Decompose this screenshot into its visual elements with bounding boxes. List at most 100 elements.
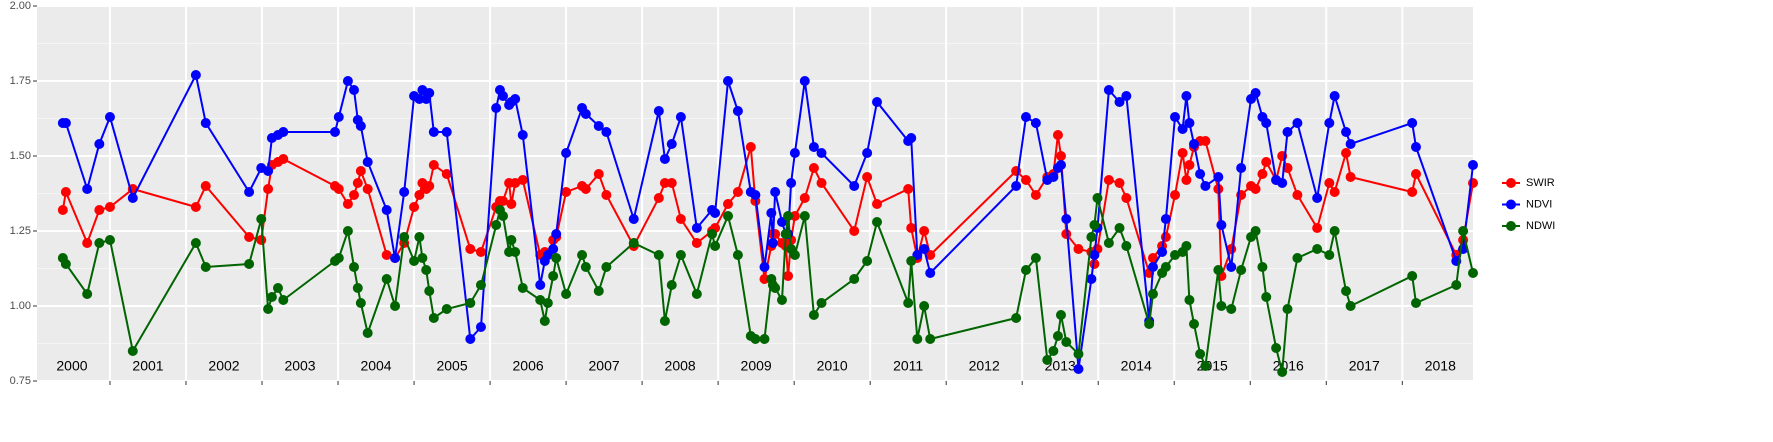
point — [1160, 262, 1171, 272]
point — [1052, 130, 1063, 140]
point — [1170, 190, 1181, 200]
point — [580, 184, 591, 194]
point — [475, 280, 486, 290]
point — [510, 94, 521, 104]
y-tick-label: 2.00 — [10, 0, 31, 12]
year-label: 2006 — [513, 358, 544, 374]
point — [577, 250, 588, 260]
point — [342, 199, 353, 209]
point — [535, 280, 546, 290]
point — [491, 220, 502, 230]
point — [906, 133, 917, 143]
point — [362, 184, 373, 194]
point — [57, 205, 68, 215]
point — [666, 139, 677, 149]
point — [659, 154, 670, 164]
point — [789, 148, 800, 158]
point — [1410, 169, 1421, 179]
point — [1216, 220, 1227, 230]
point — [1121, 91, 1132, 101]
point — [278, 154, 289, 164]
point — [1282, 304, 1293, 314]
point — [872, 199, 883, 209]
year-label: 2010 — [817, 358, 848, 374]
year-label: 2017 — [1349, 358, 1380, 374]
point — [475, 322, 486, 332]
point — [200, 262, 211, 272]
point — [1030, 118, 1041, 128]
point — [601, 190, 612, 200]
point — [348, 85, 359, 95]
point — [94, 205, 105, 215]
point — [723, 76, 734, 86]
point — [1195, 169, 1206, 179]
point — [190, 70, 201, 80]
point — [421, 265, 432, 275]
point — [666, 280, 677, 290]
point — [799, 193, 810, 203]
point — [1103, 238, 1114, 248]
point — [441, 127, 452, 137]
point — [1329, 187, 1340, 197]
point — [399, 232, 410, 242]
y-tick-label: 1.00 — [10, 300, 31, 312]
point — [414, 190, 425, 200]
point — [381, 205, 392, 215]
point — [707, 229, 718, 239]
point — [1324, 118, 1335, 128]
point — [561, 289, 572, 299]
point — [593, 121, 604, 131]
year-label: 2008 — [665, 358, 696, 374]
point — [783, 271, 794, 281]
point — [1312, 244, 1323, 254]
point — [1282, 127, 1293, 137]
point — [355, 166, 366, 176]
point — [906, 223, 917, 233]
point — [1181, 241, 1192, 251]
point — [127, 346, 138, 356]
point — [691, 238, 702, 248]
point — [872, 97, 883, 107]
year-label: 2003 — [284, 358, 315, 374]
point — [244, 232, 255, 242]
point — [1200, 181, 1211, 191]
point — [1055, 160, 1066, 170]
legend-key — [1506, 221, 1516, 231]
point — [333, 184, 344, 194]
point — [1030, 253, 1041, 263]
point — [776, 295, 787, 305]
point — [352, 283, 363, 293]
point — [424, 181, 435, 191]
point — [342, 226, 353, 236]
point — [362, 157, 373, 167]
point — [256, 235, 267, 245]
point — [1055, 151, 1066, 161]
point — [60, 259, 71, 269]
point — [82, 184, 93, 194]
point — [783, 211, 794, 221]
point — [750, 190, 761, 200]
point — [561, 187, 572, 197]
point — [925, 250, 936, 260]
year-label: 2018 — [1425, 358, 1456, 374]
point — [1213, 172, 1224, 182]
point — [1157, 247, 1168, 257]
point — [1468, 160, 1478, 170]
point — [1329, 91, 1340, 101]
point — [342, 76, 353, 86]
point — [1177, 148, 1188, 158]
point — [862, 172, 873, 182]
point — [548, 271, 559, 281]
point — [1407, 118, 1418, 128]
point — [352, 178, 363, 188]
point — [732, 250, 743, 260]
point — [1226, 304, 1237, 314]
point — [1236, 265, 1247, 275]
point — [808, 142, 819, 152]
point — [1236, 163, 1247, 173]
point — [1261, 118, 1272, 128]
point — [1114, 223, 1125, 233]
point — [1160, 214, 1171, 224]
point — [491, 103, 502, 113]
point — [666, 178, 677, 188]
